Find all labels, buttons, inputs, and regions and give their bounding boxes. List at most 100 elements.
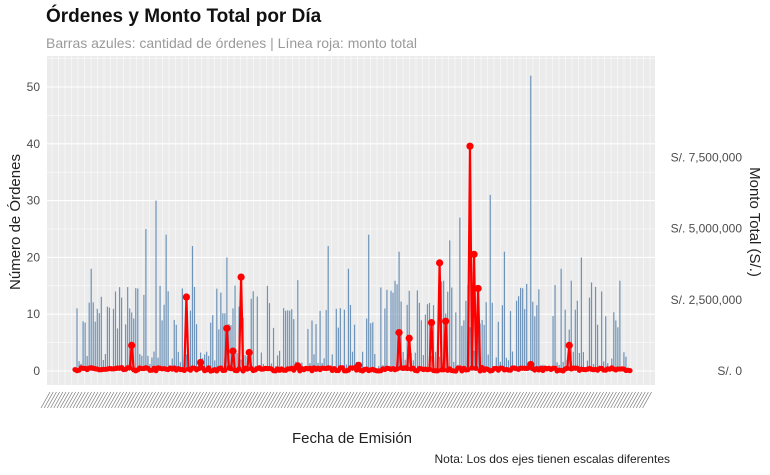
x-tick-label (501, 391, 512, 409)
x-tick-label (69, 391, 80, 409)
x-tick-label (82, 391, 92, 409)
order-bar (248, 353, 250, 371)
x-tick-label (181, 391, 192, 409)
amount-point (196, 358, 205, 367)
x-tick-label (72, 391, 83, 409)
x-tick-label (591, 391, 601, 409)
x-tick-label (149, 391, 160, 409)
x-tick-label (274, 391, 284, 409)
order-bar (572, 351, 574, 371)
x-tick-label (491, 391, 502, 409)
x-tick-label (482, 391, 492, 409)
x-tick-label (613, 391, 624, 409)
x-tick-label (363, 391, 374, 409)
order-bar (252, 291, 254, 371)
order-bar (315, 324, 317, 371)
amount-point (354, 361, 363, 369)
order-bar (536, 305, 538, 371)
amount-point (565, 341, 573, 349)
x-tick-label (159, 391, 169, 409)
order-bar (84, 322, 86, 371)
order-bar (177, 351, 179, 371)
order-bar (380, 287, 382, 371)
x-tick-label (331, 391, 342, 409)
order-bar (120, 297, 123, 371)
x-tick-label (472, 391, 483, 409)
order-bar (185, 354, 188, 371)
order-bar (430, 355, 433, 371)
order-bar (386, 289, 388, 371)
right-tick-label: S/. 0 (717, 364, 742, 378)
order-bar (153, 351, 155, 371)
chart-subtitle: Barras azules: cantidad de órdenes | Lín… (46, 35, 417, 51)
order-bar (473, 350, 475, 371)
order-bar (522, 288, 524, 371)
order-bar (151, 357, 153, 371)
order-bar (272, 327, 275, 371)
order-bar (108, 307, 111, 371)
order-bar (116, 328, 119, 371)
order-bar (601, 291, 603, 371)
order-bar (534, 316, 536, 371)
order-bar (175, 324, 177, 371)
x-tick-label (443, 391, 454, 409)
x-tick-label (251, 391, 262, 409)
amount-point (195, 366, 202, 372)
order-bar (226, 257, 228, 371)
order-bar (459, 217, 461, 371)
amount-point (127, 365, 133, 371)
x-tick-label (578, 391, 588, 409)
order-bar (114, 291, 117, 371)
amount-point (435, 259, 444, 267)
order-bar (491, 302, 493, 371)
order-bar (394, 280, 396, 371)
x-tick-label (322, 391, 332, 409)
x-tick-label (296, 391, 307, 409)
order-bar (515, 300, 518, 371)
right-tick-label: S/. 7,500,000 (671, 151, 743, 165)
order-bar (86, 356, 88, 371)
order-bar (319, 310, 321, 371)
x-tick-label (629, 391, 640, 409)
order-bar (78, 361, 80, 371)
x-tick-label (415, 391, 425, 409)
x-tick-label (91, 391, 102, 409)
x-tick-label (226, 391, 236, 409)
order-bar (449, 240, 451, 371)
x-tick-label (168, 391, 179, 409)
order-bar (98, 313, 100, 371)
x-tick-label (216, 391, 227, 409)
x-tick-label (191, 391, 201, 409)
x-tick-label (389, 391, 400, 409)
order-bar (463, 320, 465, 371)
order-bar (214, 360, 216, 371)
amount-point (228, 366, 234, 372)
order-bar (613, 312, 615, 371)
order-bar (623, 352, 625, 371)
right-axis-label: Monto Total (S/.) (746, 167, 763, 277)
amount-point (405, 334, 413, 342)
order-bar (291, 309, 293, 371)
left-tick-label: 20 (27, 250, 41, 264)
x-tick-label (347, 391, 358, 409)
order-bar (311, 320, 313, 371)
order-bar (487, 354, 489, 371)
x-tick-label (360, 391, 371, 409)
order-bar (619, 280, 621, 371)
order-bar (163, 304, 165, 371)
x-tick-label (152, 391, 163, 409)
order-bar (398, 251, 400, 371)
x-tick-label (261, 391, 272, 409)
x-tick-label (408, 391, 419, 409)
x-tick-label (325, 391, 336, 409)
order-bar (420, 320, 422, 371)
x-tick-label (328, 391, 339, 409)
x-tick-label (40, 391, 51, 409)
order-bar (603, 361, 605, 371)
x-tick-label (418, 391, 428, 409)
x-tick-label (587, 391, 598, 409)
order-bar (611, 358, 613, 371)
amount-point (441, 367, 447, 373)
x-tick-label (623, 391, 633, 409)
x-tick-label (299, 391, 310, 409)
